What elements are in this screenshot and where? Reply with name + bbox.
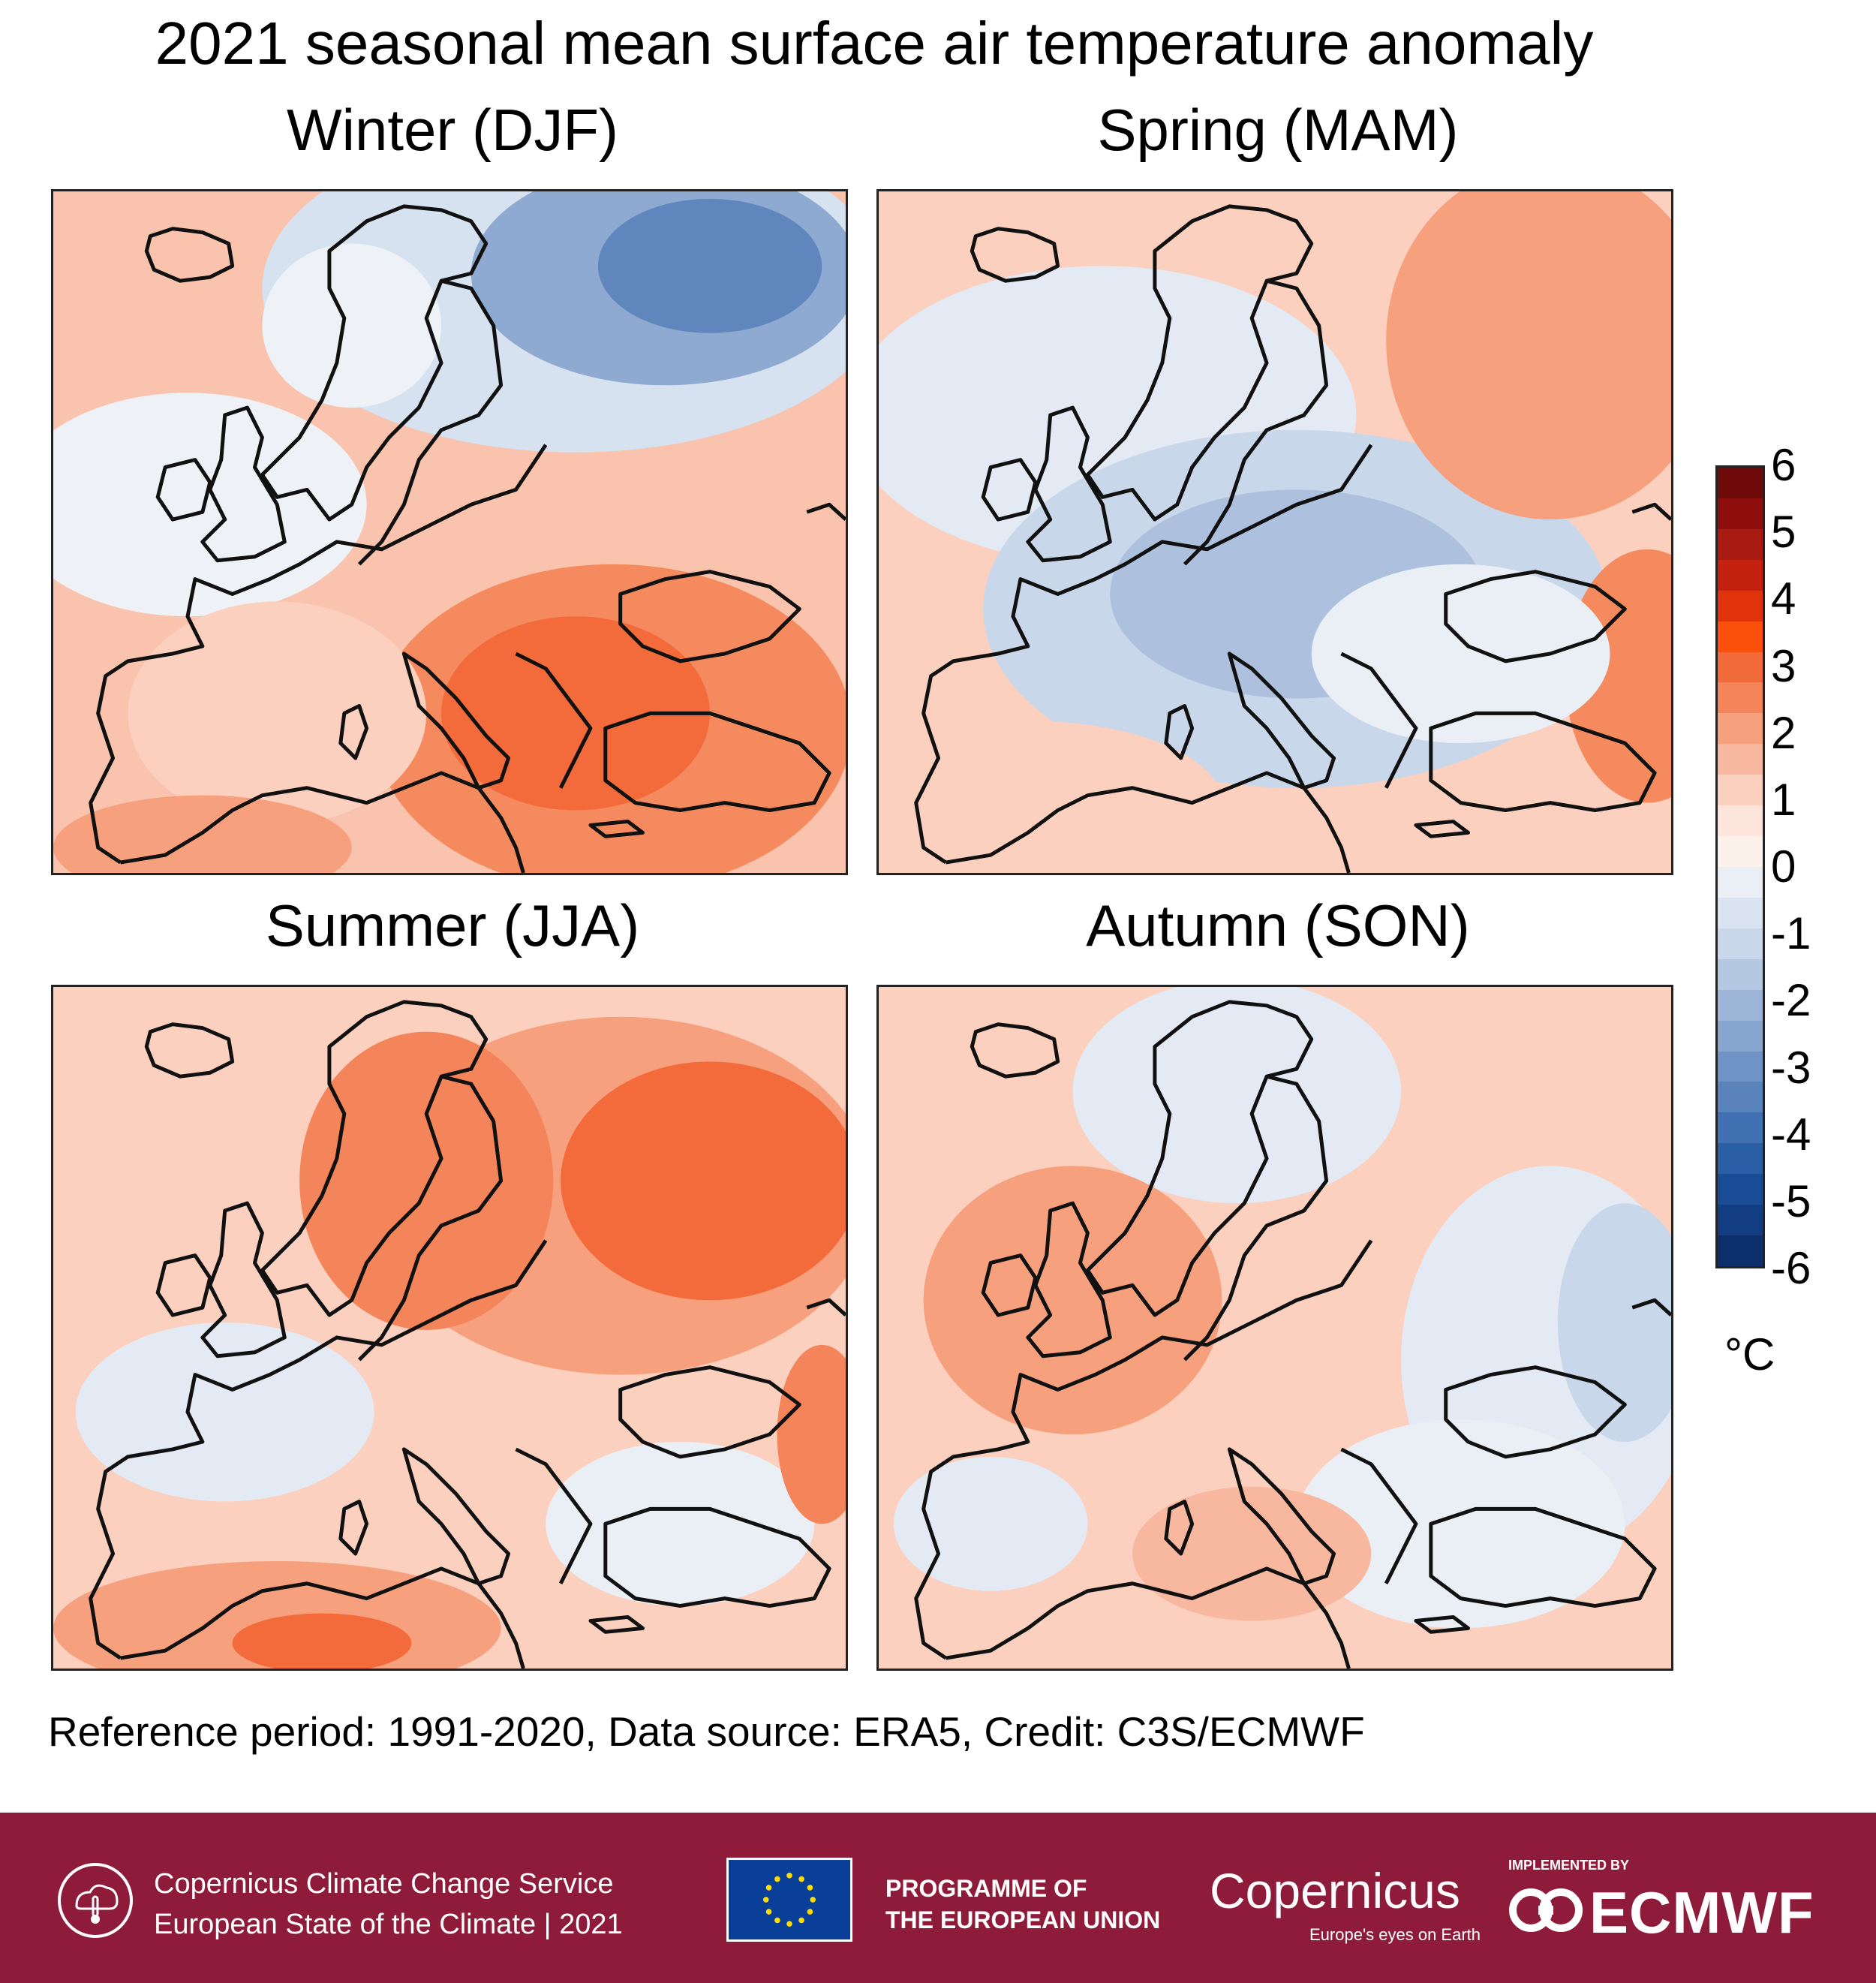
colorbar-segment bbox=[1718, 1235, 1763, 1266]
colorbar-segment bbox=[1718, 897, 1763, 928]
colorbar-segment bbox=[1718, 958, 1763, 990]
colorbar-segment bbox=[1718, 713, 1763, 745]
c3s-line1: Copernicus Climate Change Service bbox=[154, 1868, 614, 1900]
colorbar-segment bbox=[1718, 1112, 1763, 1144]
colorbar-segment bbox=[1718, 651, 1763, 683]
ecmwf-logo-icon bbox=[1509, 1888, 1583, 1932]
eu-flag-icon bbox=[726, 1858, 852, 1942]
colorbar-tick-label: 5 bbox=[1771, 507, 1796, 558]
colorbar-tick-label: 0 bbox=[1771, 841, 1796, 892]
colorbar-segment bbox=[1718, 1020, 1763, 1052]
colorbar-tick-label: -5 bbox=[1771, 1175, 1811, 1226]
colorbar-segment bbox=[1718, 866, 1763, 898]
colorbar-segment bbox=[1718, 1082, 1763, 1113]
colorbar-tick-label: 3 bbox=[1771, 640, 1796, 691]
implemented-by: IMPLEMENTED BY bbox=[1508, 1858, 1630, 1873]
colorbar-segment bbox=[1718, 559, 1763, 591]
colorbar-segment bbox=[1718, 498, 1763, 529]
c3s-logo-icon bbox=[58, 1863, 133, 1938]
colorbar-tick-label: -1 bbox=[1771, 908, 1811, 959]
colorbar-segment bbox=[1718, 744, 1763, 775]
colorbar-tick-label: -3 bbox=[1771, 1042, 1811, 1093]
colorbar-tick-label: 4 bbox=[1771, 573, 1796, 624]
programme-text: PROGRAMME OF THE EUROPEAN UNION bbox=[885, 1873, 1160, 1936]
colorbar-segment bbox=[1718, 468, 1763, 498]
colorbar-segment bbox=[1718, 989, 1763, 1021]
ecmwf-wordmark: ECMWF bbox=[1589, 1879, 1814, 1945]
colorbar-unit: °C bbox=[1724, 1329, 1775, 1380]
colorbar-segment bbox=[1718, 621, 1763, 652]
programme-line1: PROGRAMME OF bbox=[885, 1875, 1087, 1902]
colorbar-tick-label: 6 bbox=[1771, 440, 1796, 490]
colorbar-segment bbox=[1718, 1205, 1763, 1236]
colorbar-tick-label: 2 bbox=[1771, 707, 1796, 758]
colorbar-segment bbox=[1718, 1143, 1763, 1175]
map-spring bbox=[876, 189, 1673, 875]
map-summer bbox=[51, 985, 848, 1671]
colorbar-tick-label: 1 bbox=[1771, 774, 1796, 825]
panel-title-summer: Summer (JJA) bbox=[265, 892, 640, 958]
colorbar-segment bbox=[1718, 775, 1763, 806]
panel-title-autumn: Autumn (SON) bbox=[1086, 892, 1470, 958]
colorbar-tick-label: -6 bbox=[1771, 1243, 1811, 1293]
panel-title-spring: Spring (MAM) bbox=[1097, 97, 1459, 163]
copernicus-tagline: Europe's eyes on Earth bbox=[1309, 1925, 1481, 1944]
colorbar bbox=[1715, 465, 1765, 1268]
copernicus-wordmark: opernicus bbox=[1245, 1863, 1460, 1918]
colorbar-segment bbox=[1718, 1174, 1763, 1205]
copernicus-logo: Copernicus bbox=[1210, 1862, 1460, 1919]
footer: Copernicus Climate Change Service Europe… bbox=[0, 1813, 1876, 1983]
colorbar-segment bbox=[1718, 928, 1763, 959]
map-autumn bbox=[876, 985, 1673, 1671]
colorbar-segment bbox=[1718, 528, 1763, 560]
colorbar-segment bbox=[1718, 1051, 1763, 1082]
colorbar-tick-label: -4 bbox=[1771, 1109, 1811, 1160]
programme-line2: THE EUROPEAN UNION bbox=[885, 1906, 1161, 1933]
colorbar-segment bbox=[1718, 682, 1763, 714]
map-winter bbox=[51, 189, 848, 875]
colorbar-tick-label: -2 bbox=[1771, 975, 1811, 1026]
colorbar-segment bbox=[1718, 590, 1763, 621]
caption: Reference period: 1991-2020, Data source… bbox=[48, 1708, 1365, 1755]
c3s-text: Copernicus Climate Change Service Europe… bbox=[154, 1864, 623, 1945]
c3s-line2: European State of the Climate | 2021 bbox=[154, 1909, 623, 1940]
copernicus-c: C bbox=[1210, 1863, 1246, 1918]
colorbar-segment bbox=[1718, 805, 1763, 837]
colorbar-segment bbox=[1718, 836, 1763, 867]
figure-title: 2021 seasonal mean surface air temperatu… bbox=[155, 10, 1594, 77]
panel-title-winter: Winter (DJF) bbox=[287, 97, 618, 163]
